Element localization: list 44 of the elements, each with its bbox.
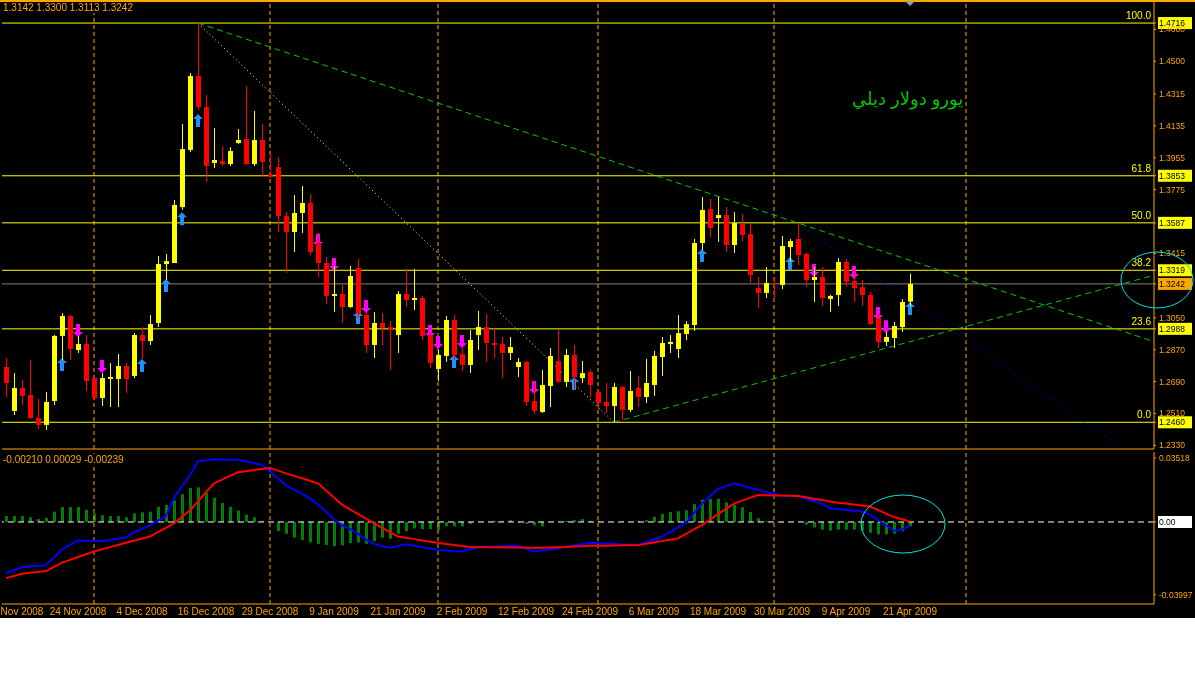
y-tick-label: 1.2460 (1159, 417, 1186, 428)
annotation: 61.8 (1131, 162, 1151, 174)
y-tick-label: 1.4315 (1159, 89, 1186, 100)
x-tick-label: 24 Nov 2008 (49, 606, 107, 617)
y-tick-label: 1.4135 (1159, 120, 1186, 131)
y-tick-label: 1.4500 (1159, 56, 1186, 67)
y-tick-label: 1.2510 (1159, 408, 1186, 419)
annotation: 50.0 (1131, 209, 1151, 221)
y-tick-label: 1.3587 (1159, 217, 1186, 228)
x-tick-label: 12 Feb 2009 (497, 606, 555, 617)
x-tick-label: 21 Jan 2009 (370, 606, 426, 617)
x-tick-label: 9 Apr 2009 (821, 606, 871, 617)
y-tick-label: 1.3955 (1159, 152, 1186, 163)
y-tick-label: 1.3415 (1159, 248, 1186, 259)
y-tick-label: 1.2330 (1159, 440, 1186, 451)
y-tick-label: 1.2870 (1159, 344, 1186, 355)
x-tick-label: Nov 2008 (0, 606, 44, 617)
x-tick-label: 6 Mar 2009 (628, 606, 680, 617)
annotation: 0.0 (1137, 409, 1151, 421)
y-tick-label: 1.2988 (1159, 323, 1186, 334)
x-tick-label: 18 Mar 2009 (689, 606, 747, 617)
x-tick-label: 24 Feb 2009 (561, 606, 619, 617)
x-tick-label: 16 Dec 2008 (177, 606, 235, 617)
x-tick-label: 30 Mar 2009 (753, 606, 811, 617)
x-tick-label: 21 Apr 2009 (883, 606, 937, 617)
y-tick-label: 0.00 (1159, 516, 1176, 527)
y-tick-label: 1.3775 (1159, 184, 1186, 195)
annotation: يورو دولار ديلي (852, 89, 964, 110)
y-tick-label: 1.3853 (1159, 170, 1186, 181)
annotation: 23.6 (1131, 315, 1151, 327)
x-tick-label: 9 Jan 2009 (309, 606, 359, 617)
x-tick-label: 2 Feb 2009 (436, 606, 488, 617)
y-tick-label: 1.3242 (1159, 278, 1186, 289)
x-tick-label: 4 Dec 2008 (116, 606, 168, 617)
y-tick-label: 1.3050 (1159, 312, 1186, 323)
y-tick-label: 1.2690 (1159, 376, 1186, 387)
annotation: 38.2 (1131, 257, 1151, 269)
y-tick-label: 0.03518 (1159, 452, 1190, 463)
annotation: 1.3142 1.3300 1.3113 1.3242 (3, 2, 133, 13)
annotation: -0.00210 0.00029 -0.00239 (3, 454, 124, 465)
y-tick-label: -0.03997 (1159, 589, 1193, 600)
y-tick-label: 1.3319 (1159, 265, 1186, 276)
annotation: 100.0 (1125, 10, 1151, 22)
x-tick-label: 29 Dec 2008 (241, 606, 299, 617)
